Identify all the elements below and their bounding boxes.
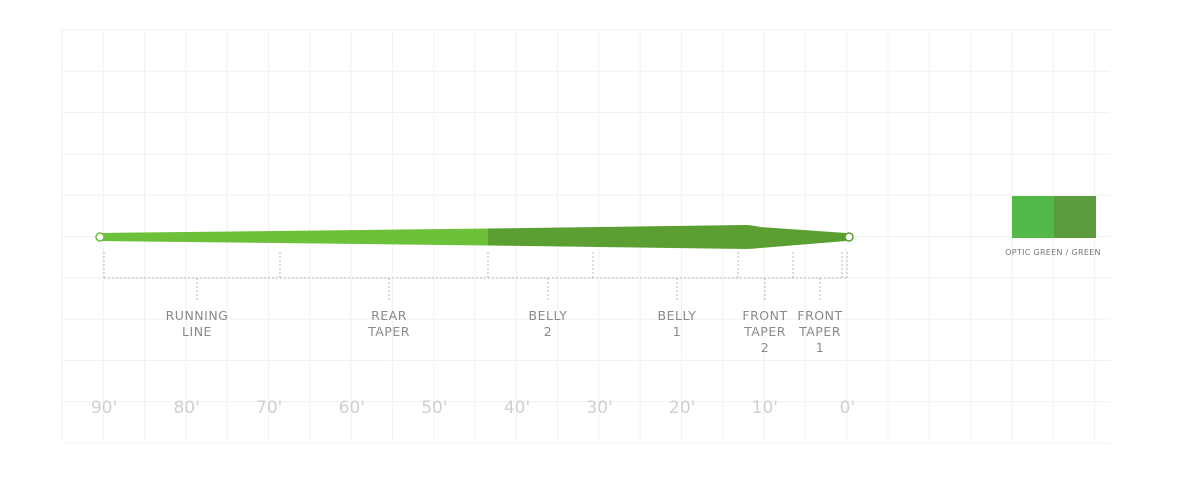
distance-label: 70' [256, 398, 282, 418]
distance-label: 0' [840, 398, 856, 418]
distance-label: 10' [752, 398, 778, 418]
distance-label: 60' [339, 398, 365, 418]
distance-label: 30' [586, 398, 612, 418]
line-loop [95, 232, 105, 242]
line-dark [488, 225, 846, 249]
fly-line [95, 225, 854, 249]
distance-label: 50' [421, 398, 447, 418]
section-label: TAPER [798, 324, 841, 339]
section-label: FRONT [742, 308, 787, 323]
section-label: LINE [182, 324, 212, 339]
section-label: TAPER [367, 324, 410, 339]
section-label: FRONT [797, 308, 842, 323]
section-labels: RUNNINGLINEREARTAPERBELLY2BELLY1FRONTTAP… [166, 308, 842, 355]
section-label: RUNNING [166, 308, 229, 323]
swatch-dark [1054, 196, 1096, 238]
section-label: 1 [673, 324, 681, 339]
swatch-label: OPTIC GREEN / GREEN [1005, 248, 1101, 257]
line-loop [844, 232, 854, 242]
distance-label: 20' [669, 398, 695, 418]
distance-label: 80' [173, 398, 199, 418]
section-label: TAPER [743, 324, 786, 339]
swatch-light [1012, 196, 1054, 238]
section-label: BELLY [658, 308, 697, 323]
section-label: 1 [816, 340, 824, 355]
section-label: 2 [761, 340, 769, 355]
section-dividers [103, 252, 848, 302]
section-label: REAR [371, 308, 407, 323]
distance-label: 40' [504, 398, 530, 418]
section-label: BELLY [529, 308, 568, 323]
distance-label: 90' [91, 398, 117, 418]
distance-scale: 90' 80' 70' 60' 50' 40' 30' 20' 10' 0' [91, 398, 855, 418]
color-swatch: OPTIC GREEN / GREEN [1005, 196, 1101, 257]
section-label: 2 [544, 324, 552, 339]
line-light [100, 228, 488, 246]
